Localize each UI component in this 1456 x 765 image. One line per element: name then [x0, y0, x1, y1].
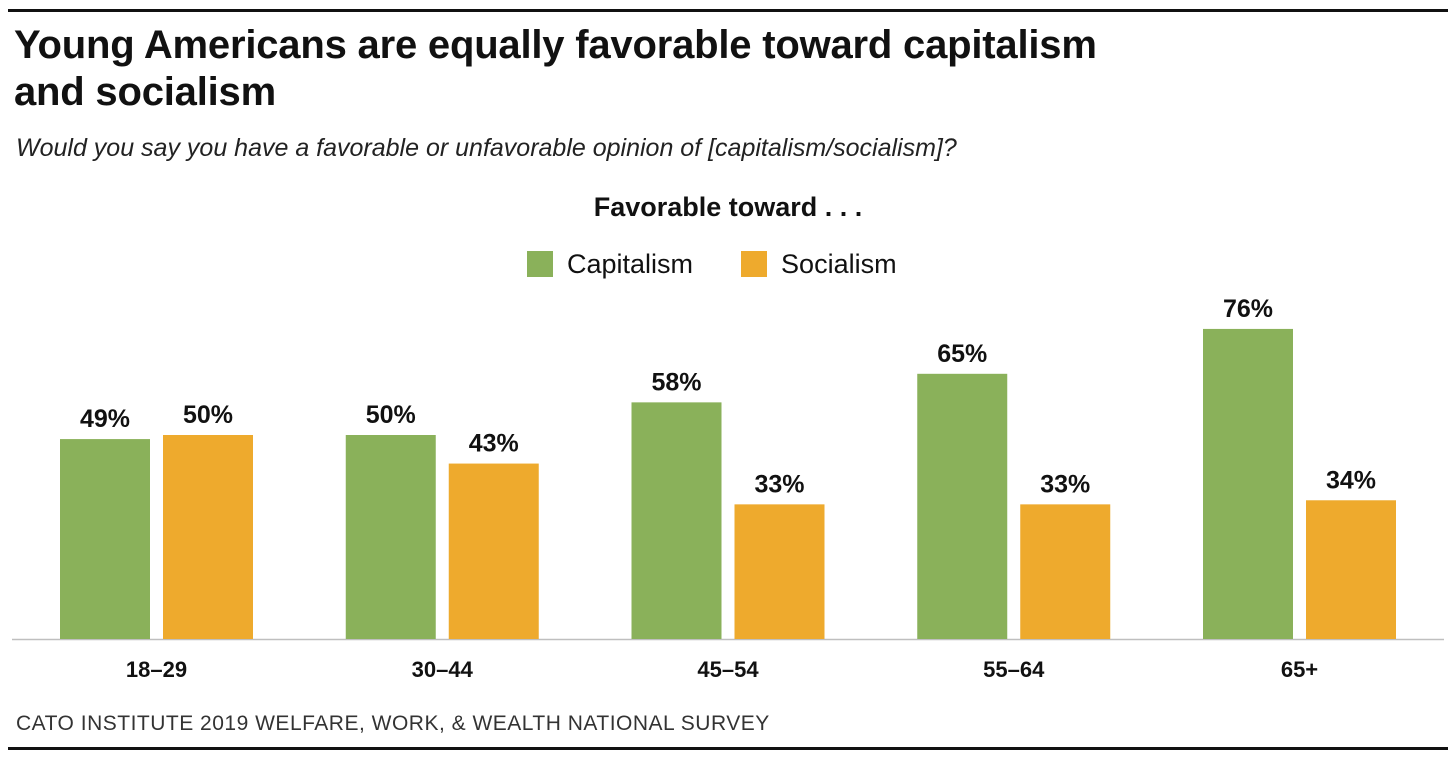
legend-label-socialism: Socialism	[781, 248, 897, 279]
bar-socialism-18–29	[163, 435, 253, 639]
x-tick-label-65+: 65+	[1281, 657, 1318, 682]
data-label-capitalism-55–64: 65%	[937, 340, 987, 368]
chart-title: Young Americans are equally favorable to…	[14, 23, 1097, 114]
legend-label-capitalism: Capitalism	[567, 248, 694, 279]
legend-swatch-socialism	[741, 251, 768, 277]
legend: Capitalism Socialism	[527, 247, 945, 281]
legend-swatch-capitalism	[527, 251, 553, 277]
x-tick-label-55–64: 55–64	[983, 657, 1045, 682]
top-rule	[8, 9, 1448, 12]
bar-socialism-55–64	[1020, 504, 1111, 639]
legend-item-socialism: Socialism	[741, 249, 897, 280]
bar-capitalism-65+	[1203, 328, 1293, 639]
bar-capitalism-55–64	[917, 373, 1008, 639]
bar-capitalism-30–44	[345, 435, 436, 639]
chart-subtitle: Would you say you have a favorable or un…	[16, 134, 957, 162]
bar-socialism-30–44	[448, 463, 539, 639]
data-label-capitalism-18–29: 49%	[80, 405, 130, 433]
source-note: CATO INSTITUTE 2019 WELFARE, WORK, & WEA…	[16, 712, 770, 735]
bar-capitalism-18–29	[60, 439, 150, 639]
data-label-capitalism-30–44: 50%	[366, 401, 416, 429]
data-label-socialism-65+: 34%	[1326, 466, 1376, 494]
x-tick-label-18–29: 18–29	[126, 657, 187, 682]
data-label-socialism-55–64: 33%	[1040, 470, 1090, 498]
data-label-capitalism-65+: 76%	[1223, 295, 1273, 323]
data-label-socialism-30–44: 43%	[469, 430, 519, 458]
bar-socialism-45–54	[734, 504, 825, 639]
data-label-socialism-18–29: 50%	[183, 401, 233, 429]
legend-item-capitalism: Capitalism	[527, 249, 693, 280]
data-label-socialism-45–54: 33%	[754, 470, 804, 498]
bar-capitalism-45–54	[631, 402, 722, 639]
x-tick-label-30–44: 30–44	[412, 657, 474, 682]
bar-socialism-65+	[1306, 500, 1396, 639]
bottom-rule	[8, 747, 1448, 750]
x-tick-label-45–54: 45–54	[697, 657, 759, 682]
legend-title: Favorable toward . . .	[593, 192, 863, 222]
data-label-capitalism-45–54: 58%	[651, 368, 701, 396]
